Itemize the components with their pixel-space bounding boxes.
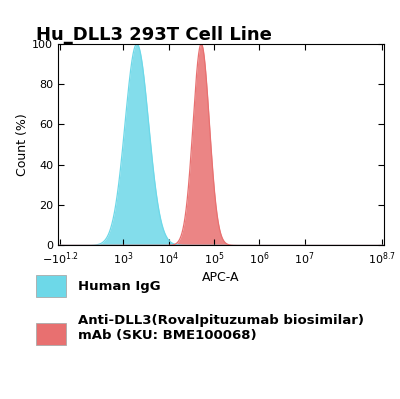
Y-axis label: Count (%): Count (%) [16,113,29,176]
Text: Hu_DLL3 293T Cell Line: Hu_DLL3 293T Cell Line [36,26,272,44]
X-axis label: APC-A: APC-A [202,271,240,284]
Text: Human IgG: Human IgG [78,280,161,293]
Text: Anti-DLL3(Rovalpituzumab biosimilar)
mAb (SKU: BME100068): Anti-DLL3(Rovalpituzumab biosimilar) mAb… [78,314,364,342]
